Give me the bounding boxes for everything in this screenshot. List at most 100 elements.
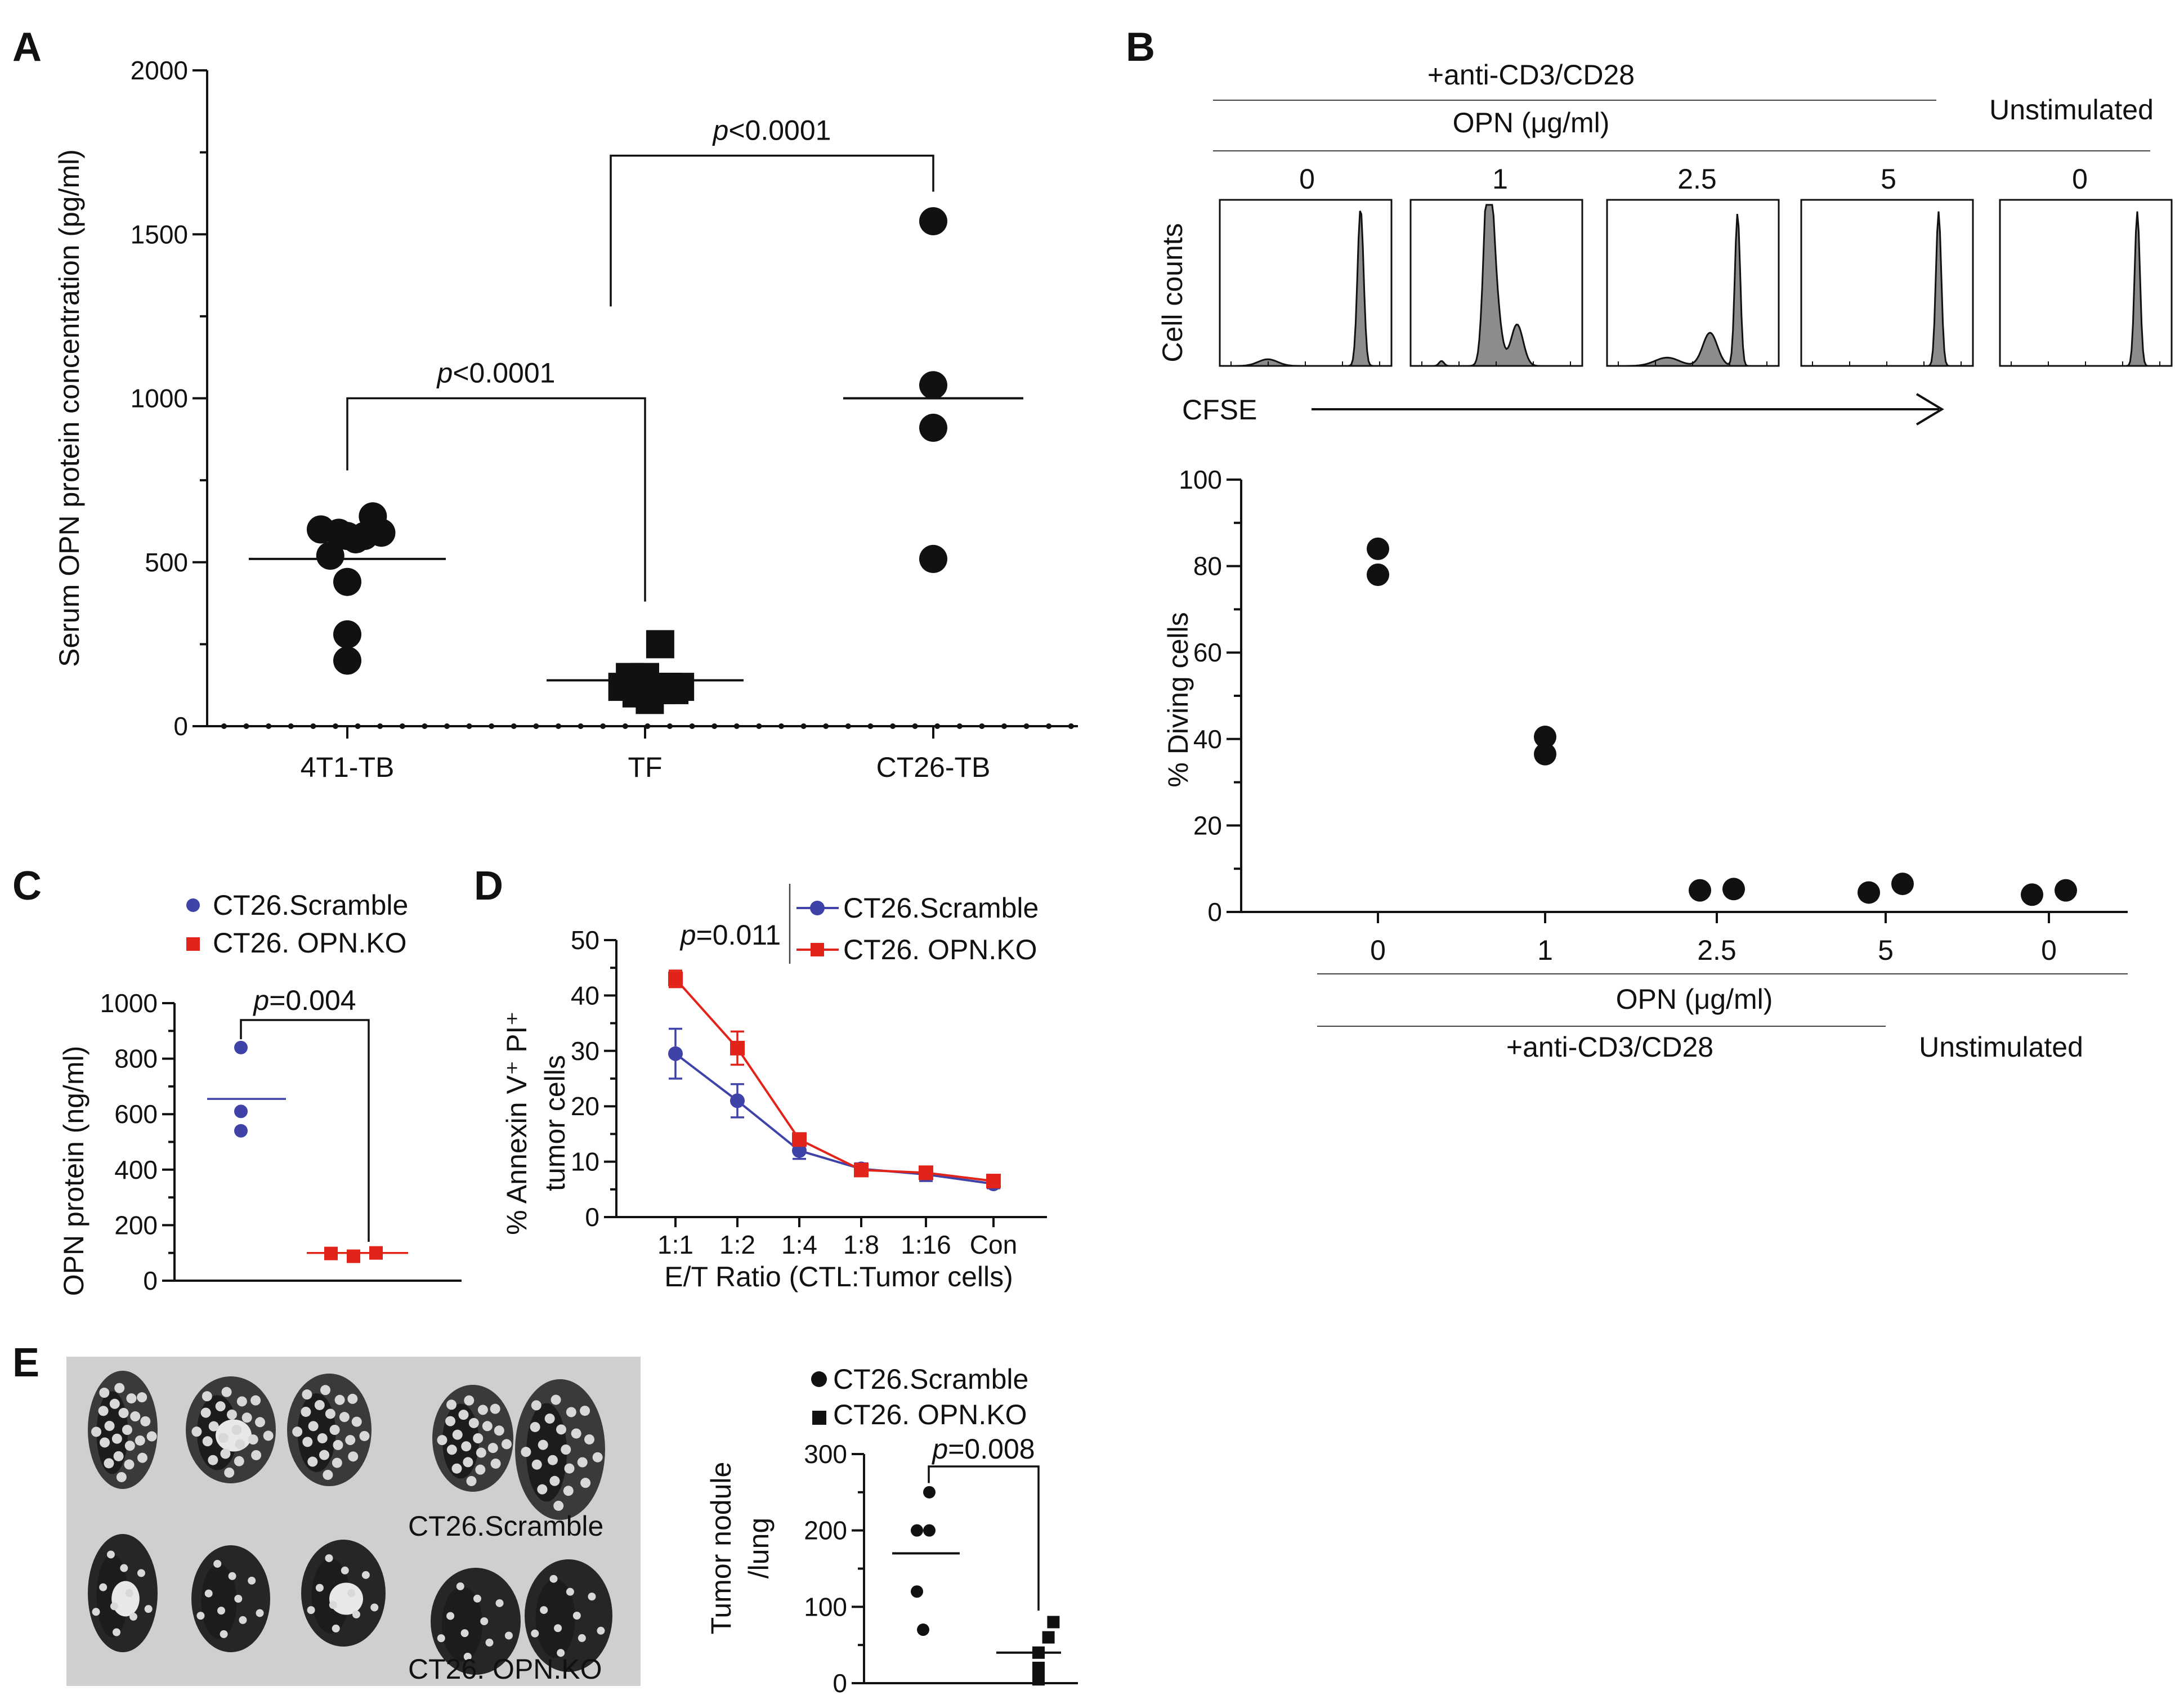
lung-tumor-nodule	[473, 1594, 481, 1603]
right-arrow-icon	[1916, 393, 1944, 426]
panel-b-hist-profile	[1220, 211, 1391, 367]
panel-e-y-tick-label: 300	[804, 1439, 847, 1469]
lung-tumor-nodule	[213, 1559, 222, 1568]
lung-tumor-nodule	[135, 1435, 145, 1446]
lung-tumor-nodule	[547, 1455, 558, 1465]
lung-tumor-nodule	[116, 1472, 127, 1482]
lung-tumor-nodule	[224, 1467, 235, 1478]
lung-tumor-nodule	[537, 1484, 548, 1495]
lung-tumor-nodule	[551, 1394, 561, 1405]
lung-tumor-nodule	[566, 1407, 576, 1417]
panel-e-y-tick-label: 200	[804, 1516, 847, 1545]
lung-tumor-nodule	[236, 1396, 247, 1407]
panel-b-group-unstimulated: Unstimulated	[1919, 1031, 2083, 1063]
panel-a-x-axis-dot	[711, 723, 718, 729]
panel-b-x-tick-label: 0	[2041, 934, 2057, 966]
panel-a-point	[333, 646, 361, 675]
panel-e-y-axis-label-line2: /lung	[743, 1518, 775, 1578]
panel-b-y-tick-label: 60	[1193, 638, 1222, 667]
lung-tumor-nodule	[531, 1459, 542, 1470]
lung-tumor-nodule	[130, 1411, 141, 1422]
panel-e-y-tick-label: 100	[804, 1592, 847, 1621]
panel-e-point-opnko	[1042, 1631, 1055, 1644]
lung-tumor-nodule	[361, 1571, 370, 1579]
panel-c-y-tick-label: 800	[114, 1044, 158, 1074]
lung-tumor-nodule	[460, 1629, 469, 1638]
lung-tumor-nodule	[92, 1608, 100, 1616]
panel-b-x-tick-label: 5	[1878, 934, 1894, 966]
panel-a-x-axis-dot	[556, 723, 561, 729]
lung-tumor-nodule	[549, 1475, 560, 1486]
lung-tumor-nodule	[109, 1398, 120, 1409]
lung-tumor-nodule	[239, 1616, 247, 1624]
lung-tumor-nodule	[538, 1439, 548, 1450]
panel-a-point	[919, 207, 947, 235]
panel-b-point	[1891, 873, 1914, 896]
panel-a-x-axis-dot	[399, 723, 405, 729]
lung-tumor-nodule	[487, 1443, 498, 1454]
panel-a-x-axis-dot	[1046, 723, 1052, 729]
lung-tumor-nodule	[345, 1435, 356, 1446]
panel-a-x-axis-dot	[733, 723, 740, 729]
panel-b-header-opn: OPN (μg/ml)	[1453, 107, 1610, 138]
panel-a-x-axis-dot	[912, 723, 918, 729]
panel-c-point-scramble	[234, 1040, 248, 1054]
lung-tumor-nodule	[485, 1638, 494, 1647]
panel-c-point-opnko	[369, 1246, 383, 1260]
panel-b-y-tick-label: 40	[1193, 724, 1222, 754]
panel-e-point-scramble	[911, 1524, 923, 1537]
lung-tumor-nodule	[308, 1421, 319, 1432]
panel-d-y-axis-label-line1: % Annexin V⁺ PI⁺	[501, 1011, 532, 1235]
panel-d-point	[854, 1162, 869, 1178]
lung-tumor-nodule	[99, 1583, 108, 1591]
panel-e-point-opnko	[1032, 1646, 1045, 1659]
panel-a-x-axis-dot	[444, 723, 450, 729]
lung-tumor-nodule	[129, 1612, 137, 1621]
lung-tumor-nodule	[111, 1433, 122, 1444]
panel-b-x-axis-label: OPN (μg/ml)	[1616, 983, 1773, 1015]
lung-tumor-nodule	[463, 1652, 472, 1661]
lung-tumor-nodule	[464, 1395, 475, 1406]
panel-a-x-axis-dot	[756, 723, 762, 729]
lung-tumor-nodule	[325, 1408, 335, 1419]
panel-a-y-tick-label: 500	[145, 548, 188, 577]
panel-b-x-tick-label: 1	[1537, 934, 1553, 966]
panel-b-y-tick-label: 0	[1207, 897, 1222, 927]
lung-tumor-nodule	[137, 1452, 147, 1463]
panel-c-p-value: p=0.004	[252, 985, 356, 1016]
lung-tumor-nodule	[125, 1589, 133, 1597]
lung-tumor-nodule	[341, 1566, 349, 1575]
lung-tumor-nodule	[140, 1416, 151, 1426]
lung-tumor-nodule	[317, 1433, 328, 1443]
lung-tumor-nodule	[564, 1463, 575, 1474]
lung-tumor-nodule	[263, 1430, 274, 1441]
lung-tumor-nodule	[445, 1416, 456, 1426]
lung-tumor-nodule	[504, 1631, 513, 1640]
lung-tumor-nodule	[234, 1456, 244, 1466]
panel-e-p-value-value: =0.008	[948, 1433, 1035, 1465]
lung-tumor-nodule	[554, 1624, 562, 1633]
lung-tumor-nodule	[255, 1417, 266, 1428]
panel-b-point	[1722, 878, 1745, 901]
panel-b-point	[1534, 725, 1556, 748]
panel-c-point-scramble	[234, 1124, 248, 1138]
lung-lobe-shadow	[535, 1579, 575, 1658]
lung-tumor-nodule	[477, 1405, 488, 1415]
panel-d-point	[919, 1165, 933, 1180]
lung-tumor-nodule	[208, 1421, 219, 1432]
panel-b-y-tick-label: 20	[1193, 811, 1222, 840]
panel-a-x-axis-dot	[333, 723, 338, 729]
panel-d-point	[986, 1174, 1001, 1189]
lung-tumor-nodule	[571, 1428, 581, 1439]
lung-tumor-nodule	[437, 1435, 447, 1446]
lung-tumor-nodule	[347, 1589, 356, 1597]
lung-tumor-nodule	[446, 1444, 457, 1455]
panel-d-x-axis-label: E/T Ratio (CTL:Tumor cells)	[664, 1261, 1013, 1293]
panel-a-x-axis-dot	[867, 723, 874, 729]
panel-a-x-axis-dot	[1023, 723, 1030, 729]
lung-tumor-nodule	[319, 1450, 330, 1460]
lung-tumor-nodule	[451, 1463, 462, 1474]
panel-a-x-tick-label: TF	[628, 752, 662, 783]
lung-tumor-nodule	[490, 1403, 500, 1414]
circle-marker-icon	[811, 1371, 827, 1387]
